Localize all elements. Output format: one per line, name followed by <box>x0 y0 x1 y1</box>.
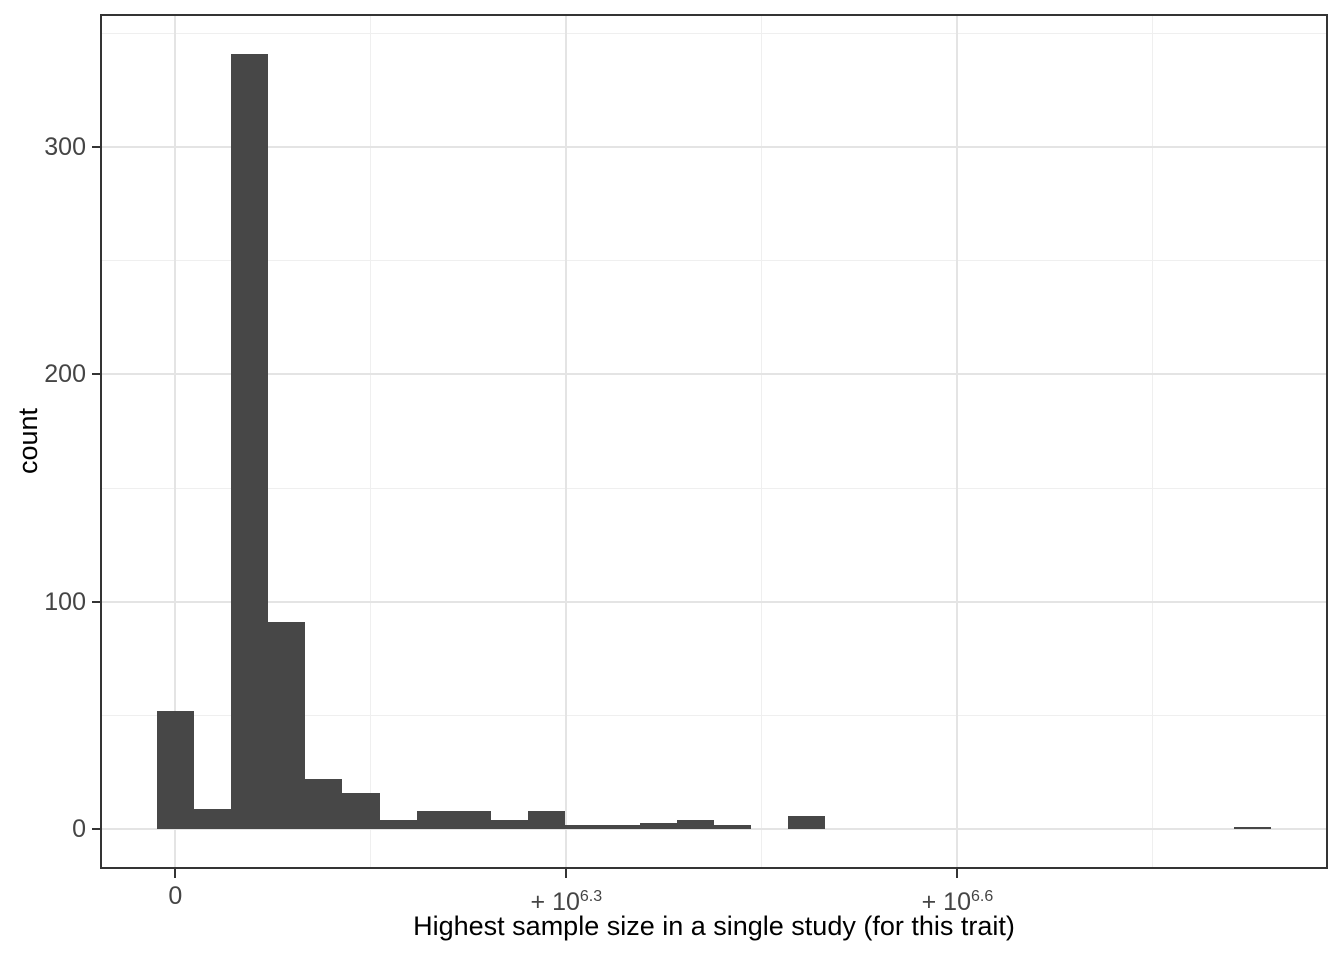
histogram-bar <box>156 711 194 830</box>
histogram-bar <box>231 53 269 830</box>
gridline-x-minor <box>370 15 372 868</box>
y-tick-mark <box>92 145 101 148</box>
y-tick-label: 300 <box>44 132 86 161</box>
gridline-y-minor <box>101 32 1327 34</box>
gridline-y-minor <box>101 715 1327 717</box>
gridline-x-minor <box>761 15 763 868</box>
gridline-y-minor <box>101 260 1327 262</box>
histogram-bar <box>379 820 417 830</box>
gridline-y-major <box>101 828 1327 831</box>
histogram-bar <box>342 792 380 830</box>
histogram-bar <box>193 808 232 830</box>
x-tick-label: 0 <box>168 882 183 910</box>
y-tick-mark <box>92 373 101 376</box>
gridline-x-minor <box>1152 15 1154 868</box>
x-tick-mark <box>565 869 568 878</box>
x-tick-label-base: + 10 <box>530 888 580 916</box>
x-tick-mark <box>956 869 959 878</box>
histogram-bar <box>639 822 677 830</box>
x-tick-label: + 106.3 <box>476 883 656 916</box>
gridline-x-major <box>956 15 959 868</box>
x-tick-mark <box>174 869 177 878</box>
y-tick-mark <box>92 828 101 831</box>
panel-border <box>100 14 1328 869</box>
histogram-bar <box>528 811 566 830</box>
gridline-x-major <box>565 15 568 868</box>
gridline-y-major <box>101 145 1327 148</box>
x-axis-title: Highest sample size in a single study (f… <box>413 911 1015 941</box>
histogram-bar <box>714 824 752 830</box>
x-tick-label-exponent: 6.6 <box>970 888 994 905</box>
histogram-bar <box>565 824 603 830</box>
y-tick-mark <box>92 600 101 603</box>
gridline-y-major <box>101 373 1327 376</box>
y-tick-label: 100 <box>44 587 86 616</box>
gridline-x-major <box>174 15 177 868</box>
x-tick-label-exponent: 6.3 <box>579 888 603 905</box>
histogram-bar <box>453 811 492 830</box>
gridline-y-major <box>101 600 1327 603</box>
histogram-bar <box>676 820 714 830</box>
histogram-bar <box>491 820 529 830</box>
histogram-bar <box>602 824 640 830</box>
gridline-y-minor <box>101 487 1327 489</box>
y-tick-label: 0 <box>72 815 86 844</box>
histogram-bar <box>305 779 343 830</box>
histogram-bar <box>268 622 306 830</box>
y-tick-label: 200 <box>44 360 86 389</box>
x-tick-label: + 106.6 <box>867 883 1047 916</box>
histogram-bar <box>788 815 826 830</box>
histogram-bar <box>1234 827 1272 830</box>
histogram-bar <box>416 811 454 830</box>
x-tick-label-base: + 10 <box>921 888 971 916</box>
y-axis-title: count <box>13 407 43 475</box>
